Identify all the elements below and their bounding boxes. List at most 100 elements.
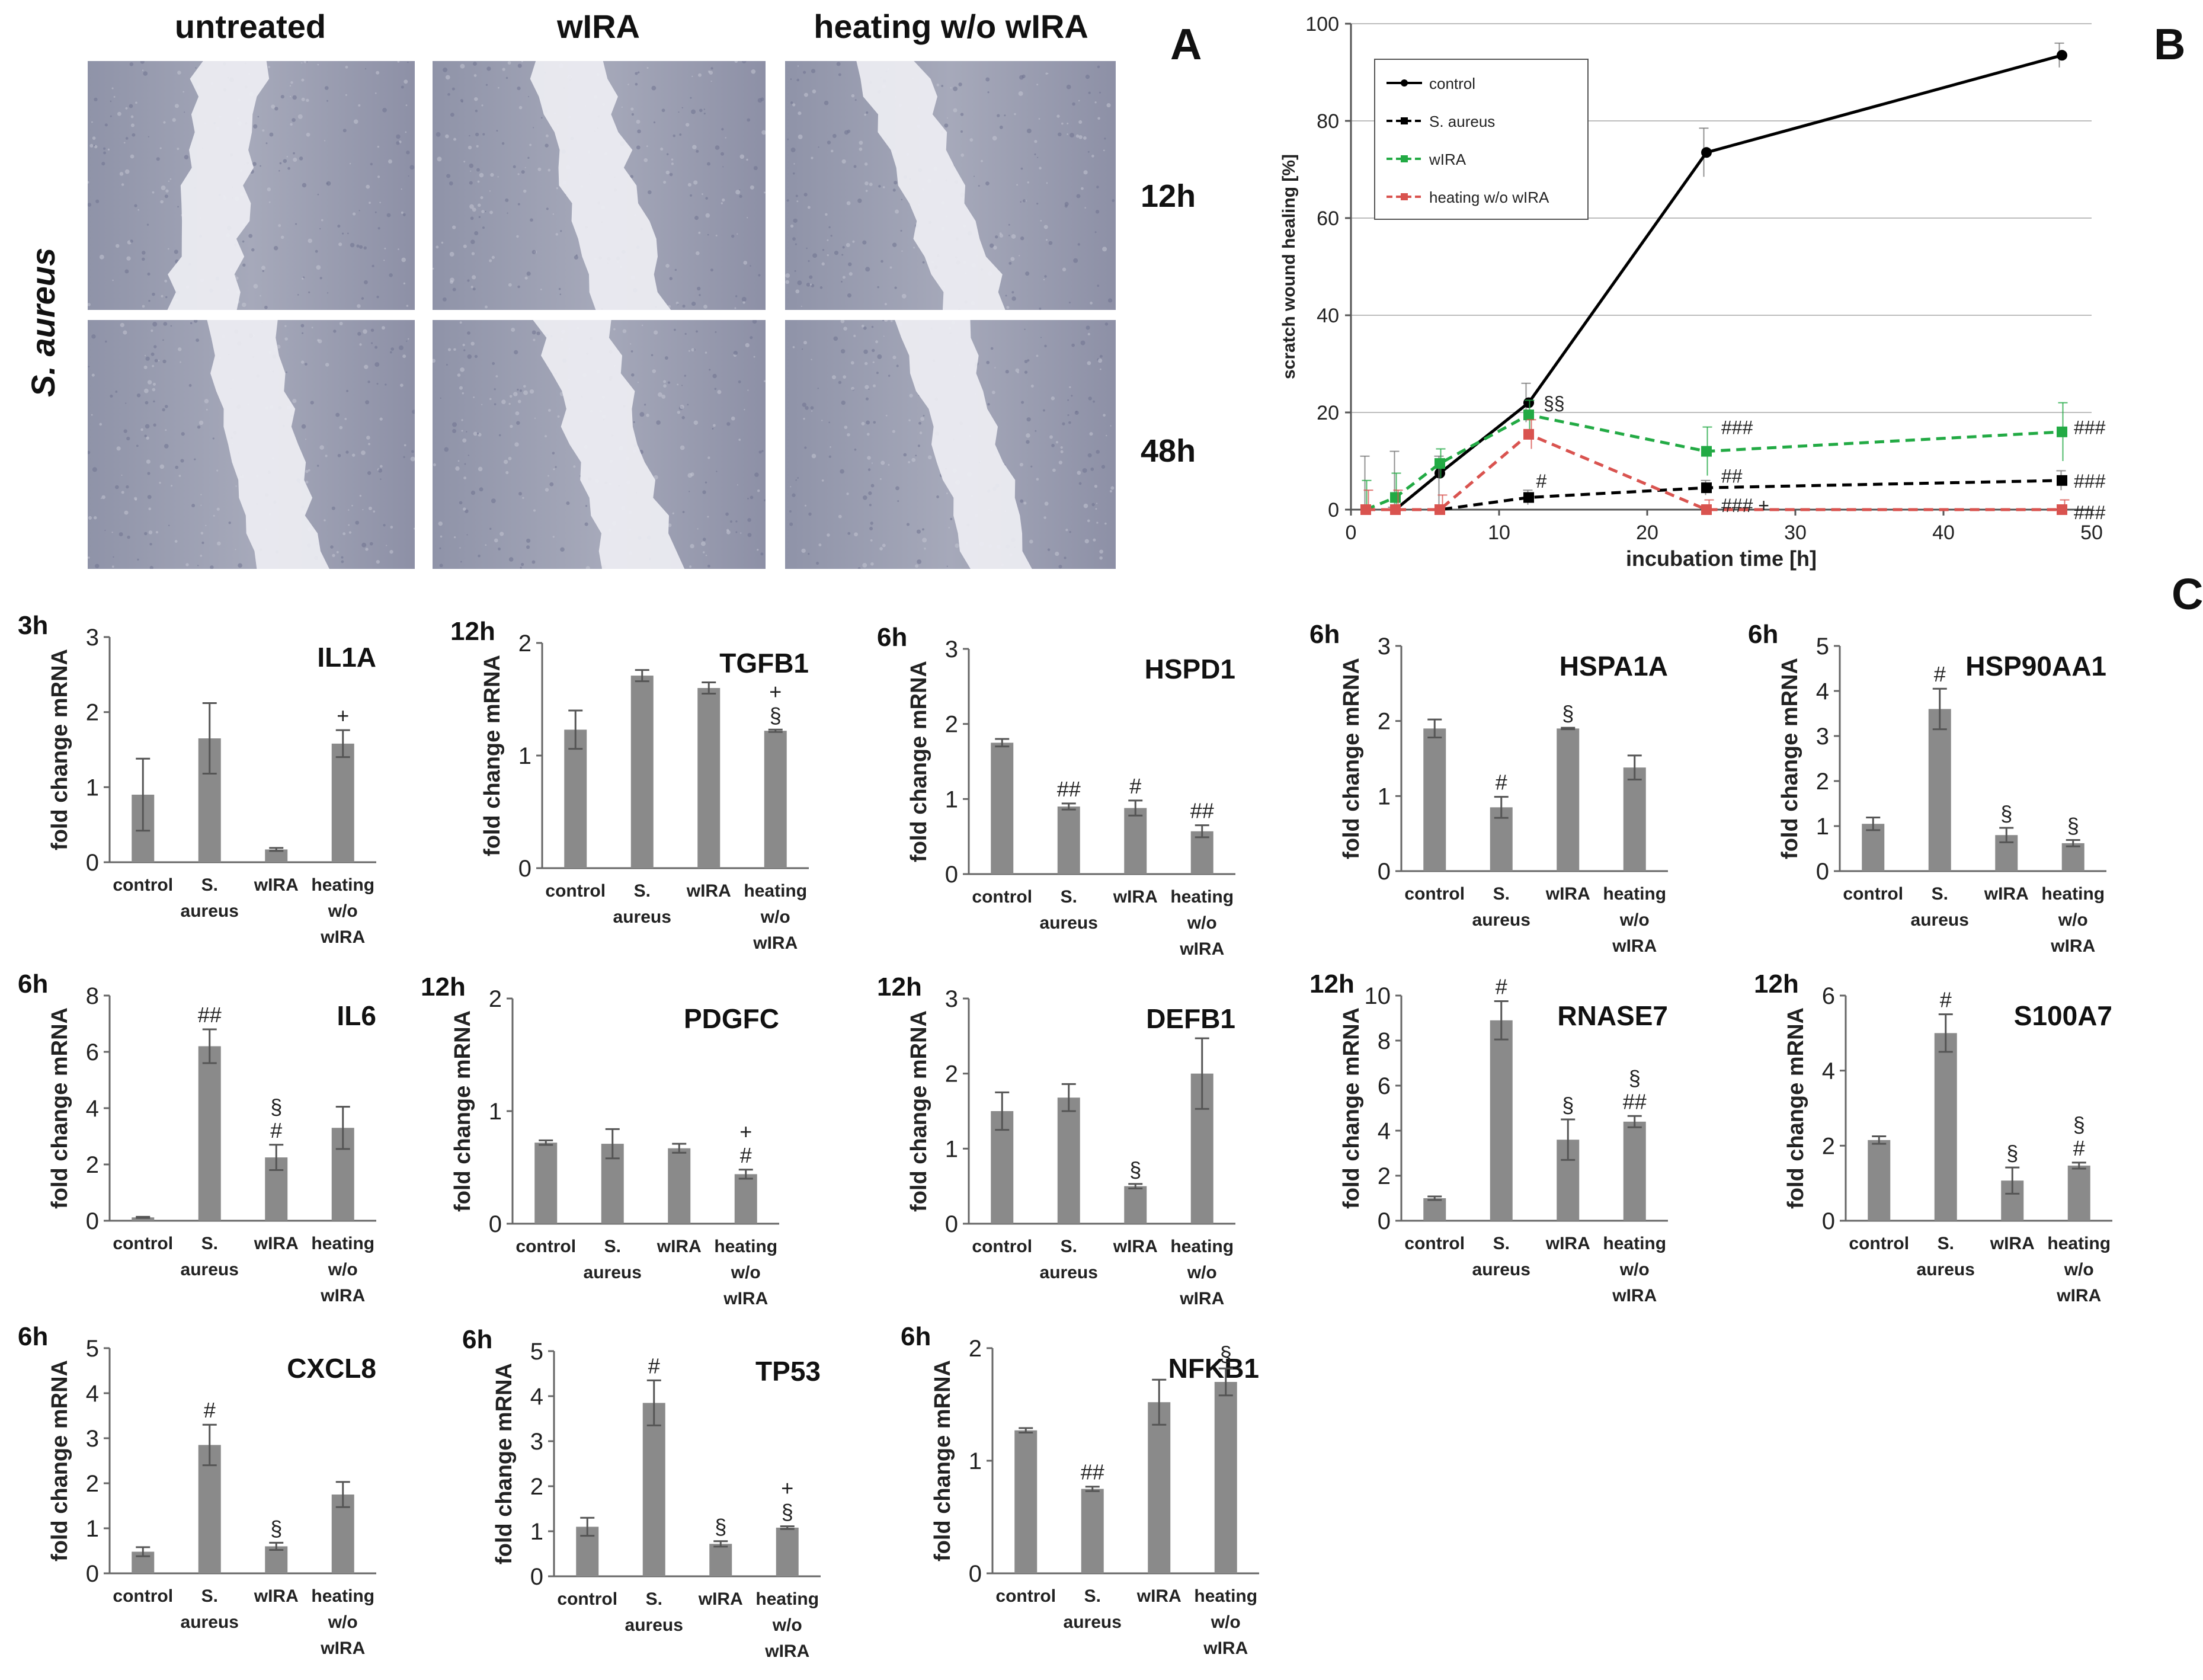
chart-title: RNASE7 xyxy=(1557,1000,1668,1031)
bar-chart-hsp90aa1: 6h HSP90AA1 0 1 2 3 4 5 fold change mRNA control #… xyxy=(1748,620,2106,956)
x-tick-label: 10 xyxy=(1488,521,1510,544)
y-tick-label: 5 xyxy=(530,1339,543,1365)
category-label: heating w/o wIRA xyxy=(311,1234,374,1305)
category-label: wIRA xyxy=(254,1586,299,1606)
bar xyxy=(1623,767,1646,871)
y-tick-label: 80 xyxy=(1317,110,1339,133)
significance-marker: ## xyxy=(1081,1460,1104,1484)
bar xyxy=(198,1445,221,1573)
data-point xyxy=(1434,468,1445,479)
y-tick-label: 40 xyxy=(1317,305,1339,327)
category-label: S. aureus xyxy=(1472,1234,1530,1279)
category-label: control xyxy=(995,1586,1056,1606)
bar-chart-hspd1: 6h HSPD1 0 1 2 3 fold change mRNA control ## S. au… xyxy=(877,623,1235,959)
category-label: S. aureus xyxy=(1064,1586,1122,1632)
bar xyxy=(776,1527,799,1576)
micrograph-wira-48h xyxy=(433,320,766,569)
row-label-12h: 12h xyxy=(1141,178,1196,214)
y-tick-label: 3 xyxy=(1378,633,1391,660)
significance-marker: § xyxy=(1220,1342,1232,1366)
bar xyxy=(630,676,654,868)
chart-title: TP53 xyxy=(755,1356,821,1387)
x-tick-label: 30 xyxy=(1784,521,1807,544)
data-point xyxy=(1523,397,1534,408)
y-tick-label: 1 xyxy=(518,743,531,769)
y-tick-label: 0 xyxy=(489,1211,502,1237)
panel-letter-c: C xyxy=(2172,569,2203,619)
x-tick-label: 50 xyxy=(2080,521,2103,544)
y-axis-label: fold change mRNA xyxy=(47,1360,72,1561)
bar-chart-pdgfc: 12h PDGFC 0 1 2 fold change mRNA control S. aure… xyxy=(421,972,779,1308)
category-label: heating w/o wIRA xyxy=(2041,884,2105,956)
chart-title: HSPD1 xyxy=(1145,654,1235,684)
series-wira xyxy=(1360,399,2068,515)
panel-letter-a: A xyxy=(1170,20,1202,69)
legend-label: heating w/o wIRA xyxy=(1429,188,1549,206)
significance-marker: § xyxy=(715,1515,726,1539)
bar xyxy=(1057,807,1080,874)
bar xyxy=(697,688,721,868)
column-header-untreated: untreated xyxy=(174,8,326,45)
chart-title: IL1A xyxy=(317,642,376,673)
chart-title: PDGFC xyxy=(684,1003,779,1034)
y-tick-label: 0 xyxy=(969,1561,982,1587)
series-heating-w-o-wira xyxy=(1360,419,2070,515)
wound-healing-line-chart: 0 20 40 60 80 100 0 10 20 30 40 50 incubation time [… xyxy=(1279,13,2106,571)
significance-marker: + xyxy=(739,1119,752,1144)
category-label: heating w/o wIRA xyxy=(1603,1234,1666,1305)
data-point xyxy=(1701,446,1712,457)
significance-marker: # xyxy=(2073,1136,2085,1160)
category-label: S. aureus xyxy=(181,1586,239,1632)
significance-marker: # xyxy=(270,1118,282,1143)
micrograph-heating-48h xyxy=(785,320,1116,569)
bar xyxy=(1057,1097,1080,1224)
data-point xyxy=(2057,426,2067,437)
bar xyxy=(331,743,354,862)
category-label: S. aureus xyxy=(181,875,239,921)
y-tick-label: 8 xyxy=(1378,1028,1391,1054)
bar xyxy=(1014,1430,1038,1573)
y-axis-label: fold change mRNA xyxy=(450,1010,475,1212)
chart-title: HSPA1A xyxy=(1560,651,1668,681)
significance-marker: + xyxy=(781,1476,793,1500)
legend-label: S. aureus xyxy=(1429,113,1495,130)
data-point xyxy=(1390,492,1401,503)
bar-chart-tp53: 6h TP53 0 1 2 3 4 5 fold change mRNA control # S. au… xyxy=(462,1325,821,1661)
y-tick-label: 5 xyxy=(1816,633,1829,660)
bar xyxy=(1928,709,1951,871)
y-axis-label: scratch wound healing [%] xyxy=(1279,154,1299,379)
significance-marker: # xyxy=(1940,988,1952,1012)
series-line xyxy=(1366,432,2062,511)
category-label: control xyxy=(1404,884,1465,904)
y-tick-label: 1 xyxy=(1816,814,1829,840)
bar xyxy=(764,731,787,868)
bar xyxy=(642,1403,665,1576)
bar xyxy=(1124,808,1147,874)
x-tick-label: 20 xyxy=(1636,521,1658,544)
y-tick-label: 10 xyxy=(1365,983,1391,1009)
significance-marker: § xyxy=(770,703,782,727)
chart-title: TGFB1 xyxy=(719,648,809,679)
bar xyxy=(1124,1186,1147,1224)
data-point xyxy=(1360,504,1371,515)
micrograph-heating-12h xyxy=(785,61,1116,310)
bar xyxy=(1148,1402,1171,1573)
significance-marker: § xyxy=(2000,801,2012,825)
column-header-heating: heating w/o wIRA xyxy=(814,8,1088,45)
time-label: 6h xyxy=(877,623,907,652)
y-tick-label: 6 xyxy=(1378,1073,1391,1099)
significance-marker: # xyxy=(740,1143,752,1167)
y-axis-label: fold change mRNA xyxy=(907,1010,931,1212)
column-header-wira: wIRA xyxy=(557,8,640,45)
micrograph-wira-12h xyxy=(433,61,766,310)
x-tick-label: 40 xyxy=(1932,521,1955,544)
y-axis-label: fold change mRNA xyxy=(1339,658,1364,859)
organism-label: S. aureus xyxy=(24,247,62,397)
category-label: S. aureus xyxy=(625,1589,683,1635)
bar-chart-il6: 6h IL6 0 2 4 6 8 fold change mRNA control ## S. aur… xyxy=(18,969,376,1305)
bar xyxy=(668,1148,691,1224)
y-tick-label: 3 xyxy=(86,625,99,651)
bar xyxy=(734,1174,757,1224)
significance-marker: § xyxy=(2006,1141,2018,1165)
